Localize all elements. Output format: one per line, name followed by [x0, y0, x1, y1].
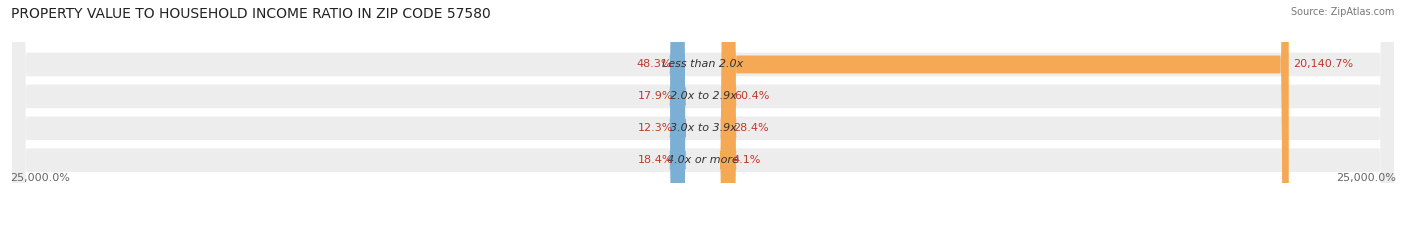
Text: 4.1%: 4.1% — [733, 155, 761, 165]
FancyBboxPatch shape — [13, 0, 1393, 234]
FancyBboxPatch shape — [728, 0, 1289, 234]
FancyBboxPatch shape — [669, 0, 685, 234]
Text: Source: ZipAtlas.com: Source: ZipAtlas.com — [1291, 7, 1395, 17]
Text: 20,140.7%: 20,140.7% — [1294, 59, 1353, 69]
FancyBboxPatch shape — [669, 0, 686, 234]
Text: 25,000.0%: 25,000.0% — [1336, 172, 1396, 183]
Text: 2.0x to 2.9x: 2.0x to 2.9x — [669, 91, 737, 101]
Text: 4.0x or more: 4.0x or more — [666, 155, 740, 165]
Text: 28.4%: 28.4% — [733, 123, 769, 133]
FancyBboxPatch shape — [669, 0, 686, 234]
FancyBboxPatch shape — [13, 0, 1393, 234]
Text: 12.3%: 12.3% — [638, 123, 673, 133]
Text: 60.4%: 60.4% — [734, 91, 769, 101]
Text: 3.0x to 3.9x: 3.0x to 3.9x — [669, 123, 737, 133]
Text: PROPERTY VALUE TO HOUSEHOLD INCOME RATIO IN ZIP CODE 57580: PROPERTY VALUE TO HOUSEHOLD INCOME RATIO… — [11, 7, 491, 21]
FancyBboxPatch shape — [720, 0, 737, 234]
FancyBboxPatch shape — [669, 0, 686, 234]
Text: Less than 2.0x: Less than 2.0x — [662, 59, 744, 69]
Text: 25,000.0%: 25,000.0% — [10, 172, 70, 183]
FancyBboxPatch shape — [720, 0, 737, 234]
FancyBboxPatch shape — [721, 0, 737, 234]
Text: 17.9%: 17.9% — [638, 91, 673, 101]
Text: 18.4%: 18.4% — [638, 155, 673, 165]
Text: 48.3%: 48.3% — [637, 59, 672, 69]
FancyBboxPatch shape — [13, 0, 1393, 234]
FancyBboxPatch shape — [13, 0, 1393, 234]
